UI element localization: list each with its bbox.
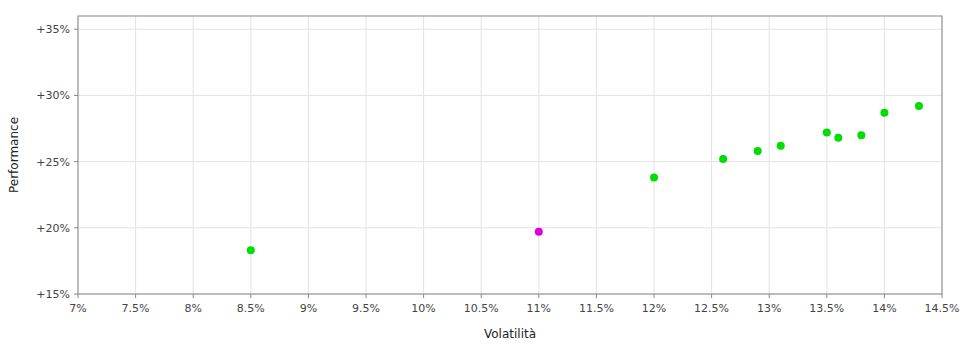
x-grid-line — [769, 16, 770, 294]
scatter-point — [754, 147, 762, 155]
x-grid-line — [135, 16, 136, 294]
x-tick-label: 11% — [527, 302, 551, 315]
x-tick-label: 9% — [300, 302, 317, 315]
x-tick — [366, 294, 367, 298]
y-tick — [74, 227, 78, 228]
x-tick — [596, 294, 597, 298]
x-axis-label: Volatilità — [484, 327, 536, 341]
grid — [78, 16, 942, 294]
scatter-point — [535, 228, 543, 236]
x-tick — [538, 294, 539, 298]
x-tick-label: 10% — [411, 302, 435, 315]
points — [247, 102, 923, 254]
x-tick — [654, 294, 655, 298]
y-grid-line — [78, 95, 942, 96]
x-grid-line — [826, 16, 827, 294]
scatter-point — [857, 131, 865, 139]
scatter-point — [915, 102, 923, 110]
x-tick — [769, 294, 770, 298]
y-tick-label: +30% — [36, 89, 70, 102]
scatter-point — [834, 134, 842, 142]
series — [535, 228, 543, 236]
x-grid-line — [654, 16, 655, 294]
x-tick — [884, 294, 885, 298]
x-tick-label: 13.5% — [809, 302, 844, 315]
scatter-point — [247, 246, 255, 254]
x-tick-label: 12.5% — [694, 302, 729, 315]
y-tick — [74, 95, 78, 96]
y-tick-label: +35% — [36, 23, 70, 36]
y-tick — [74, 294, 78, 295]
y-tick — [74, 161, 78, 162]
x-grid-line — [711, 16, 712, 294]
x-tick-label: 14% — [872, 302, 896, 315]
scatter-point — [719, 155, 727, 163]
y-grid-line — [78, 227, 942, 228]
chart-svg: 7% 7.5% 8% 8.5% 9% 9.5% 10% 10.5% 11% 11.5% 12% 12.… — [0, 0, 966, 350]
x-tick-label: 9.5% — [352, 302, 380, 315]
y-tick-label: +20% — [36, 222, 70, 235]
x-tick — [423, 294, 424, 298]
x-tick-label: 8% — [184, 302, 201, 315]
x-tick-label: 10.5% — [464, 302, 499, 315]
scatter-point — [880, 109, 888, 117]
scatter-point — [777, 142, 785, 150]
y-grid-line — [78, 29, 942, 30]
x-tick — [711, 294, 712, 298]
x-tick-label: 8.5% — [237, 302, 265, 315]
x-grid-line — [481, 16, 482, 294]
x-tick-label: 12% — [642, 302, 666, 315]
scatter-point — [823, 128, 831, 136]
x-tick-label: 7.5% — [122, 302, 150, 315]
series — [247, 102, 923, 254]
tick-labels: 7% 7.5% 8% 8.5% 9% 9.5% 10% 10.5% 11% 11.5% 12% 12.… — [36, 23, 959, 315]
x-grid-line — [423, 16, 424, 294]
x-tick — [826, 294, 827, 298]
x-grid-line — [538, 16, 539, 294]
plot-background — [78, 16, 942, 294]
x-tick — [308, 294, 309, 298]
x-tick-label: 7% — [69, 302, 86, 315]
x-tick — [193, 294, 194, 298]
y-tick-label: +15% — [36, 288, 70, 301]
x-grid-line — [884, 16, 885, 294]
x-grid-line — [308, 16, 309, 294]
x-grid-line — [193, 16, 194, 294]
y-axis-label: Performance — [7, 117, 21, 193]
plot-frame — [78, 16, 942, 294]
scatter-point — [650, 174, 658, 182]
x-tick — [78, 294, 79, 298]
x-tick-label: 14.5% — [925, 302, 960, 315]
x-tick — [250, 294, 251, 298]
y-tick-label: +25% — [36, 156, 70, 169]
x-tick-label: 13% — [757, 302, 781, 315]
x-tick-label: 11.5% — [579, 302, 614, 315]
y-grid-line — [78, 161, 942, 162]
chart-container: 7% 7.5% 8% 8.5% 9% 9.5% 10% 10.5% 11% 11.5% 12% 12.… — [0, 0, 966, 350]
x-tick — [481, 294, 482, 298]
x-tick — [942, 294, 943, 298]
x-grid-line — [366, 16, 367, 294]
x-tick — [135, 294, 136, 298]
y-tick — [74, 29, 78, 30]
x-grid-line — [596, 16, 597, 294]
